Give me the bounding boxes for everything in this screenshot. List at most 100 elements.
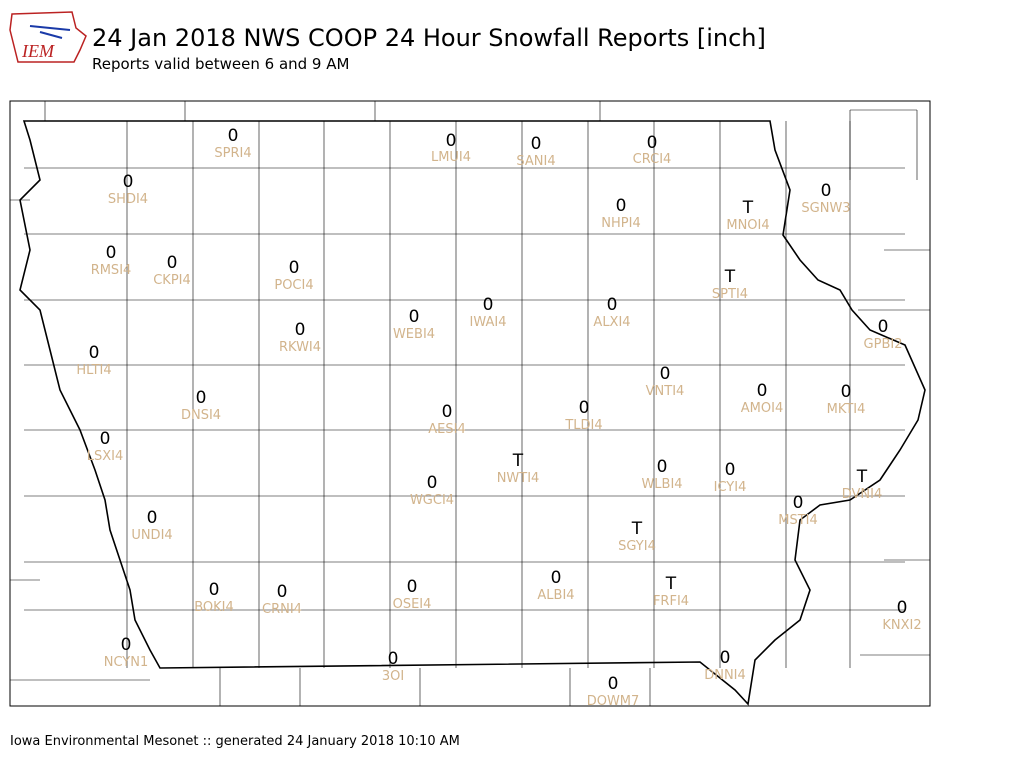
- snowfall-value: 0: [289, 258, 300, 278]
- snowfall-value: 0: [442, 402, 453, 422]
- station-id: DNNI4: [704, 668, 746, 683]
- station-id: KNXI2: [882, 618, 921, 633]
- map-title: 24 Jan 2018 NWS COOP 24 Hour Snowfall Re…: [92, 24, 766, 52]
- snowfall-value: 0: [446, 131, 457, 151]
- snowfall-value: T: [665, 574, 677, 594]
- station-id: SHDI4: [108, 192, 148, 207]
- station-id: MNOI4: [726, 218, 769, 233]
- station-id: WLBI4: [641, 477, 682, 492]
- snowfall-value: 0: [531, 134, 542, 154]
- station-id: MSTI4: [778, 513, 818, 528]
- snowfall-value: 0: [757, 381, 768, 401]
- station-id: CKPI4: [153, 273, 191, 288]
- station-id: BOKI4: [194, 600, 234, 615]
- station-id: NWTI4: [497, 471, 540, 486]
- snowfall-value: T: [742, 198, 754, 218]
- map-frame: [9, 100, 931, 707]
- station-id: SPRI4: [214, 146, 251, 161]
- map-subtitle: Reports valid between 6 and 9 AM: [92, 55, 349, 73]
- snowfall-value: T: [856, 467, 868, 487]
- station-id: ALBI4: [537, 588, 574, 603]
- snowfall-value: 0: [89, 343, 100, 363]
- logo: IEM: [9, 11, 87, 63]
- station-id: ICYI4: [714, 480, 747, 495]
- station-id: DNSI4: [181, 408, 221, 423]
- snowfall-value: 0: [121, 635, 132, 655]
- snowfall-value: 0: [897, 598, 908, 618]
- snowfall-value: 0: [841, 382, 852, 402]
- station-id: POCI4: [274, 278, 313, 293]
- station-id: LMUI4: [431, 150, 471, 165]
- snowfall-value: T: [724, 267, 736, 287]
- footer: Iowa Environmental Mesonet :: generated …: [10, 734, 460, 749]
- snowfall-value: 0: [821, 181, 832, 201]
- snowfall-value: 0: [196, 388, 207, 408]
- station-id: TLDI4: [564, 418, 602, 433]
- snowfall-value: 0: [409, 307, 420, 327]
- station-id: RKWI4: [279, 340, 321, 355]
- snowfall-value: 0: [725, 460, 736, 480]
- snowfall-value: 0: [647, 133, 658, 153]
- station-id: MKTI4: [827, 402, 866, 417]
- station-id: RMSI4: [91, 263, 132, 278]
- logo-text: IEM: [21, 41, 55, 61]
- snowfall-value: 0: [100, 429, 111, 449]
- station-id: SGYI4: [618, 539, 656, 554]
- state-border: [19, 120, 926, 706]
- station-id: CRCI4: [633, 152, 672, 167]
- station-id: AMOI4: [741, 401, 783, 416]
- snowfall-value: 0: [295, 320, 306, 340]
- station-id: UNDI4: [131, 528, 172, 543]
- station-id: 3OI: [382, 669, 404, 684]
- snowfall-value: 0: [209, 580, 220, 600]
- snowfall-value: 0: [167, 253, 178, 273]
- snowfall-value: 0: [407, 577, 418, 597]
- station-id: OSEI4: [393, 597, 432, 612]
- snowfall-value: 0: [147, 508, 158, 528]
- station-id: FRFI4: [653, 594, 689, 609]
- snowfall-value: 0: [878, 317, 889, 337]
- snowfall-value: 0: [579, 398, 590, 418]
- snowfall-value: 0: [228, 126, 239, 146]
- snowfall-value: 0: [720, 648, 731, 668]
- snowfall-value: 0: [793, 493, 804, 513]
- snowfall-value: 0: [427, 473, 438, 493]
- station-id: CRNI4: [262, 602, 302, 617]
- snowfall-value: 0: [657, 457, 668, 477]
- snowfall-value: 0: [106, 243, 117, 263]
- county-lines: [10, 101, 930, 706]
- station-id: WGCI4: [410, 493, 454, 508]
